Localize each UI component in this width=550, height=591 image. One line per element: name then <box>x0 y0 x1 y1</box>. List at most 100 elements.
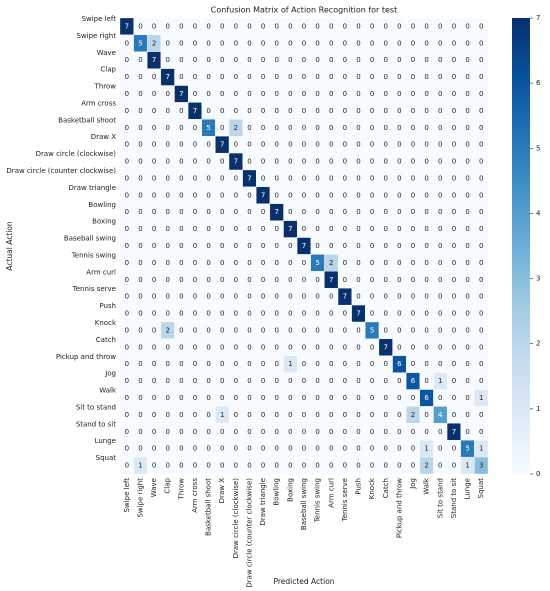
cell-label: 0 <box>397 124 401 132</box>
cell-label: 0 <box>302 56 306 64</box>
cell-label: 0 <box>234 208 238 216</box>
cell-label: 0 <box>438 259 442 267</box>
cell-label: 0 <box>452 377 456 385</box>
cell-label: 0 <box>424 158 428 166</box>
cell-label: 0 <box>288 394 292 402</box>
cell-label: 0 <box>125 208 129 216</box>
cell-label: 0 <box>275 411 279 419</box>
cell-label: 0 <box>424 191 428 199</box>
cell-label: 0 <box>179 462 183 470</box>
cell-label: 0 <box>138 343 142 351</box>
cell-label: 0 <box>343 90 347 98</box>
x-tick-label: Tennis serve <box>341 478 349 522</box>
x-tick-label: Swipe left <box>123 478 131 513</box>
cell-label: 0 <box>302 174 306 182</box>
cell-label: 0 <box>438 343 442 351</box>
cell-label: 0 <box>465 259 469 267</box>
cell-label: 0 <box>152 343 156 351</box>
cell-label: 0 <box>125 343 129 351</box>
cell-label: 0 <box>220 326 224 334</box>
cell-label: 0 <box>165 310 169 318</box>
cell-label: 5 <box>370 326 374 334</box>
y-tick-label: Walk <box>99 387 117 395</box>
x-tick-label: Stand to sit <box>450 478 458 518</box>
cell-label: 0 <box>179 141 183 149</box>
cell-label: 0 <box>356 107 360 115</box>
cell-label: 0 <box>247 293 251 301</box>
cell-label: 0 <box>452 107 456 115</box>
cell-label: 0 <box>479 293 483 301</box>
cell-label: 0 <box>165 462 169 470</box>
cell-label: 0 <box>438 158 442 166</box>
cell-label: 1 <box>479 394 483 402</box>
cell-label: 0 <box>479 428 483 436</box>
cell-label: 0 <box>125 259 129 267</box>
cell-label: 0 <box>452 310 456 318</box>
colorbar-tick-label: 7 <box>536 14 540 22</box>
cell-label: 0 <box>152 90 156 98</box>
cell-label: 0 <box>275 191 279 199</box>
cell-label: 0 <box>193 326 197 334</box>
cell-label: 0 <box>220 428 224 436</box>
x-tick-label: Pickup and throw <box>395 478 403 538</box>
cell-label: 0 <box>438 326 442 334</box>
cell-label: 0 <box>411 242 415 250</box>
cell-label: 0 <box>234 39 238 47</box>
cell-label: 0 <box>343 174 347 182</box>
cell-label: 0 <box>424 242 428 250</box>
cell-label: 0 <box>343 39 347 47</box>
x-tick-label: Knock <box>368 477 376 499</box>
cell-label: 0 <box>397 293 401 301</box>
cell-label: 0 <box>179 326 183 334</box>
cell-label: 1 <box>424 445 428 453</box>
cell-label: 0 <box>193 343 197 351</box>
cell-label: 0 <box>343 242 347 250</box>
cell-label: 0 <box>356 73 360 81</box>
cell-label: 0 <box>356 445 360 453</box>
cell-label: 0 <box>384 208 388 216</box>
cell-label: 7 <box>220 141 224 149</box>
cell-label: 0 <box>302 107 306 115</box>
cell-label: 0 <box>479 191 483 199</box>
cell-label: 0 <box>356 225 360 233</box>
cell-label: 0 <box>179 225 183 233</box>
cell-label: 0 <box>370 208 374 216</box>
cell-label: 0 <box>125 124 129 132</box>
cell-label: 0 <box>125 377 129 385</box>
cell-label: 0 <box>411 394 415 402</box>
cell-label: 0 <box>438 141 442 149</box>
cell-label: 0 <box>179 174 183 182</box>
cell-label: 0 <box>452 225 456 233</box>
cell-label: 0 <box>275 293 279 301</box>
cell-label: 0 <box>479 39 483 47</box>
cell-label: 0 <box>125 360 129 368</box>
cell-label: 0 <box>315 158 319 166</box>
cell-label: 0 <box>315 191 319 199</box>
cell-label: 0 <box>288 22 292 30</box>
cell-label: 0 <box>438 276 442 284</box>
cell-label: 0 <box>397 310 401 318</box>
y-tick-label: Basketball shoot <box>58 116 116 124</box>
cell-label: 0 <box>343 73 347 81</box>
cell-label: 0 <box>452 445 456 453</box>
cell-label: 1 <box>220 411 224 419</box>
y-axis-label: Actual Action <box>5 221 14 271</box>
cell-label: 0 <box>315 462 319 470</box>
cell-label: 0 <box>424 360 428 368</box>
cell-label: 0 <box>261 242 265 250</box>
cell-label: 0 <box>411 158 415 166</box>
cell-label: 0 <box>179 56 183 64</box>
cell-label: 0 <box>288 141 292 149</box>
cell-label: 0 <box>452 208 456 216</box>
cell-label: 0 <box>384 276 388 284</box>
cell-label: 0 <box>370 343 374 351</box>
cell-label: 0 <box>220 22 224 30</box>
cell-label: 0 <box>302 225 306 233</box>
cell-label: 0 <box>193 73 197 81</box>
cell-label: 0 <box>424 276 428 284</box>
cell-label: 0 <box>234 22 238 30</box>
cell-label: 0 <box>165 158 169 166</box>
cell-label: 0 <box>302 343 306 351</box>
cell-label: 0 <box>479 107 483 115</box>
cell-label: 0 <box>206 141 210 149</box>
